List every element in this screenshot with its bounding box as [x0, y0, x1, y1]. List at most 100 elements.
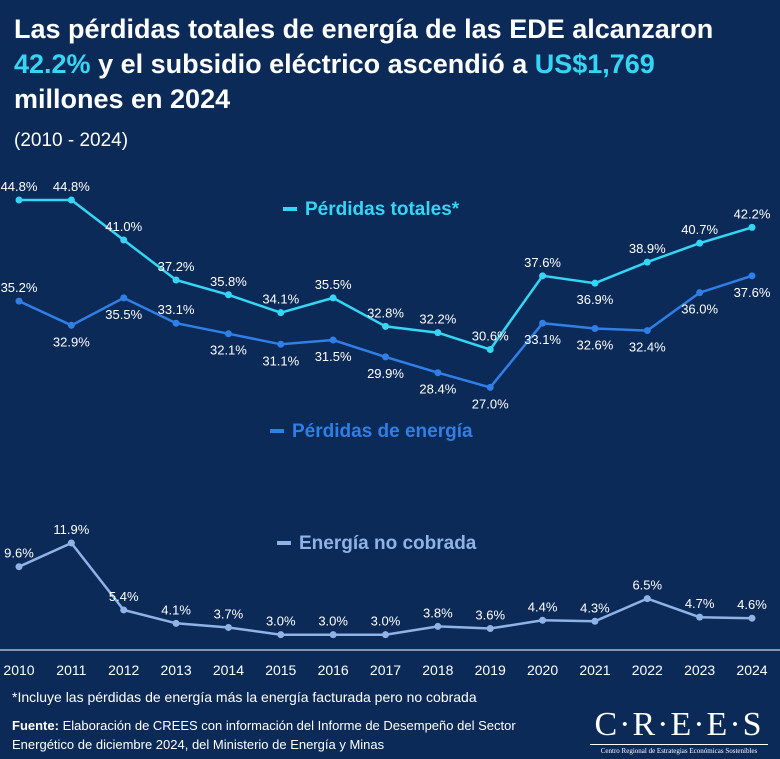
data-point [224, 291, 232, 299]
x-tick-label: 2015 [265, 662, 296, 678]
data-point [382, 322, 389, 330]
x-tick-label: 2017 [370, 662, 401, 678]
x-tick-label: 2018 [422, 662, 453, 678]
data-label: 9.6% [4, 546, 34, 561]
data-label: 4.7% [685, 596, 715, 611]
data-label: 6.5% [632, 578, 662, 593]
x-tick-label: 2016 [318, 662, 349, 678]
data-label: 29.9% [367, 366, 404, 381]
data-label: 28.4% [419, 382, 456, 397]
data-point [329, 631, 337, 639]
data-point [643, 327, 651, 335]
data-point [67, 196, 75, 204]
data-point [486, 624, 494, 632]
data-point [224, 330, 232, 338]
data-label: 36.0% [681, 302, 718, 317]
source-note: Fuente: Elaboración de CREES con informa… [12, 716, 572, 754]
data-label: 35.5% [105, 307, 142, 322]
x-tick-label: 2019 [475, 662, 506, 678]
logo-rule [590, 744, 768, 745]
legend-label-2: Energía no cobrada [299, 533, 477, 554]
data-point [539, 272, 547, 280]
data-label: 30.6% [472, 329, 509, 344]
x-tick-label: 2011 [56, 662, 86, 678]
data-point [486, 383, 494, 391]
x-tick-label: 2021 [579, 662, 610, 678]
x-tick-label: 2023 [684, 662, 715, 678]
source-text: Elaboración de CREES con información del… [12, 718, 516, 752]
data-label: 4.6% [737, 597, 767, 612]
data-label: 4.3% [580, 600, 610, 615]
title-highlight-percent: 42.2% [14, 49, 91, 79]
line-chart: 44.8% 44.8% 41.0% 37.2% 35.8% 34.1% 35.5% 32.8%… [0, 179, 780, 678]
data-point [696, 613, 704, 621]
data-label: 38.9% [629, 241, 666, 256]
data-point [172, 276, 180, 284]
data-label: 3.0% [266, 614, 296, 629]
data-label: 11.9% [53, 522, 89, 537]
data-point [329, 336, 337, 344]
x-tick-label: 2022 [632, 662, 663, 678]
data-point [539, 616, 547, 624]
x-tick-label: 2020 [527, 662, 558, 678]
data-point [120, 236, 128, 244]
data-label: 27.0% [472, 396, 509, 411]
x-tick-label: 2014 [213, 662, 244, 678]
data-label: 3.7% [214, 606, 244, 621]
data-point [277, 309, 285, 317]
data-label: 40.7% [681, 222, 718, 237]
data-point [748, 614, 756, 622]
data-point [486, 346, 494, 354]
data-label: 4.1% [161, 602, 191, 617]
x-tick-label: 2013 [160, 662, 191, 678]
data-point [591, 324, 599, 332]
x-tick-label: 2024 [736, 662, 767, 678]
data-point [120, 606, 128, 614]
data-label: 3.0% [318, 614, 348, 629]
data-label: 35.8% [210, 274, 247, 289]
data-point [696, 239, 704, 247]
legend-label-1: Pérdidas de energía [292, 421, 473, 442]
data-point [748, 272, 756, 280]
data-point [434, 329, 442, 337]
data-label: 32.8% [367, 305, 404, 320]
data-point [120, 294, 128, 302]
data-label: 33.1% [524, 332, 561, 347]
title-part1: Las pérdidas totales de energía de las E… [14, 14, 714, 44]
title-part3: millones en 2024 [14, 84, 231, 114]
data-point [15, 563, 23, 571]
data-point [67, 539, 75, 547]
data-point [15, 297, 23, 305]
data-point [15, 196, 23, 204]
x-tick-label: 2012 [108, 662, 139, 678]
data-point [434, 369, 442, 377]
data-point [172, 619, 180, 627]
data-point [748, 223, 756, 231]
data-point [434, 622, 442, 630]
data-label: 31.5% [315, 349, 352, 364]
footnote: *Incluye las pérdidas de energía más la … [12, 689, 477, 705]
data-point [382, 631, 389, 639]
data-point [539, 319, 547, 327]
chart-title: Las pérdidas totales de energía de las E… [14, 12, 766, 117]
data-label: 32.4% [629, 340, 666, 355]
data-label: 32.2% [419, 312, 456, 327]
data-label: 37.2% [158, 259, 195, 274]
data-label: 44.8% [53, 179, 90, 194]
data-label: 37.6% [524, 255, 561, 270]
data-label: 36.9% [576, 292, 613, 307]
data-label: 42.2% [734, 206, 771, 221]
data-label: 34.1% [262, 292, 299, 307]
data-label: 32.6% [576, 337, 613, 352]
data-label: 35.5% [315, 277, 352, 292]
legend-label-0: Pérdidas totales* [305, 199, 460, 220]
data-label: 3.0% [371, 614, 401, 629]
data-label: 3.8% [423, 605, 453, 620]
data-label: 41.0% [105, 219, 142, 234]
data-point [591, 279, 599, 287]
data-label: 31.1% [262, 353, 299, 368]
data-label: 3.6% [475, 607, 505, 622]
logo-tagline: Centro Regional de Estrategias Económica… [600, 747, 758, 755]
data-point [696, 289, 704, 297]
data-label: 32.9% [53, 334, 90, 349]
